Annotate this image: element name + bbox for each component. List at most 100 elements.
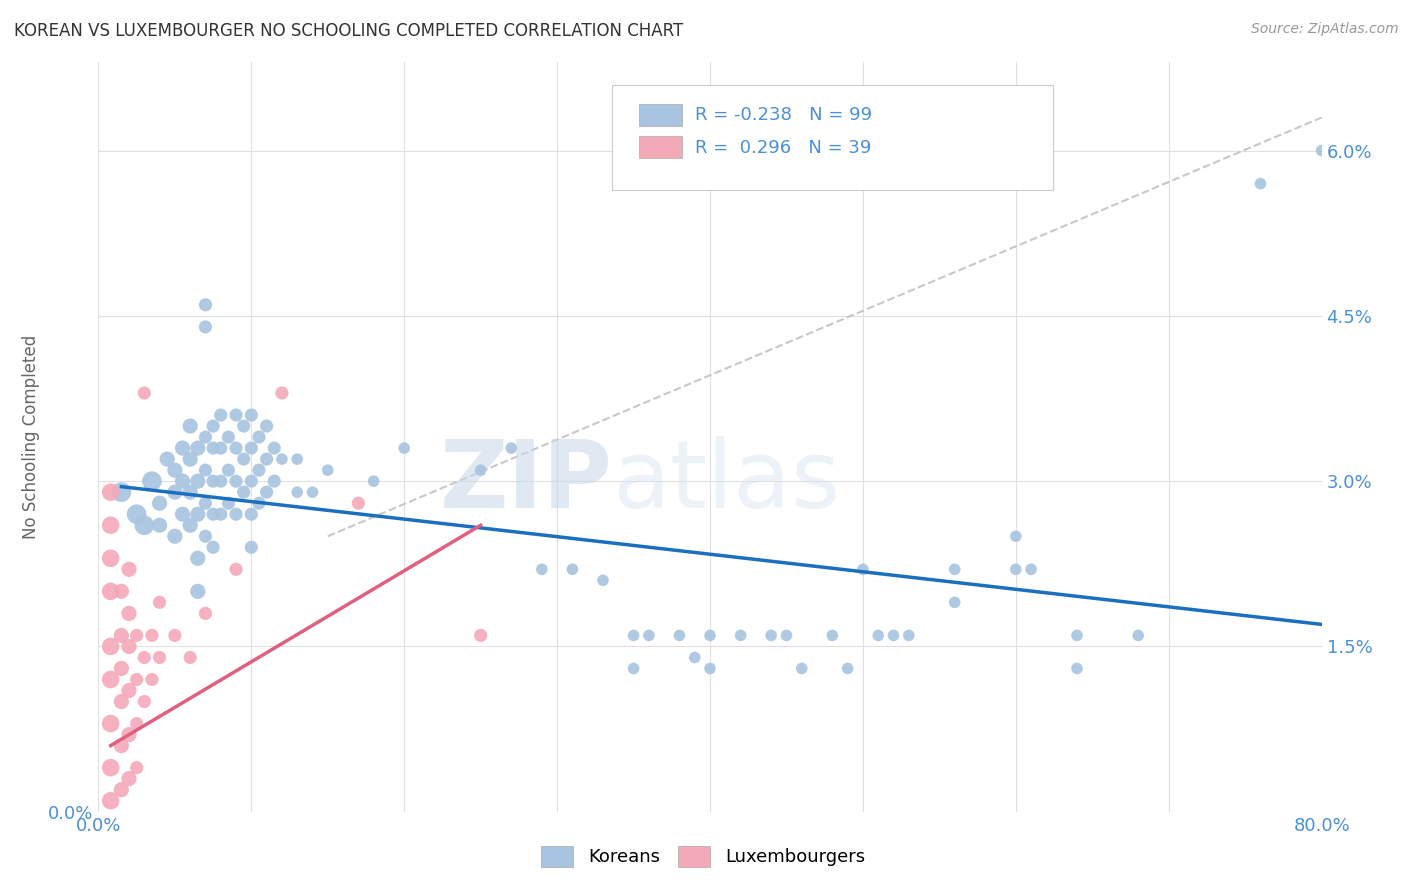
Point bbox=[194, 607, 217, 621]
Point bbox=[209, 441, 232, 455]
Point bbox=[163, 485, 186, 500]
Point bbox=[134, 694, 156, 708]
Point bbox=[316, 463, 339, 477]
Point bbox=[347, 496, 370, 510]
Point bbox=[217, 430, 239, 444]
FancyBboxPatch shape bbox=[640, 136, 682, 159]
Point bbox=[125, 673, 148, 687]
Point bbox=[118, 562, 141, 576]
Point bbox=[163, 628, 186, 642]
Point bbox=[110, 661, 132, 675]
Point bbox=[668, 628, 690, 642]
Point bbox=[141, 628, 163, 642]
Point bbox=[172, 441, 194, 455]
Point bbox=[172, 507, 194, 521]
Point bbox=[187, 551, 209, 566]
Point bbox=[530, 562, 553, 576]
Point bbox=[110, 782, 132, 797]
Point bbox=[141, 673, 163, 687]
Point bbox=[868, 628, 890, 642]
Point bbox=[118, 772, 141, 786]
Point bbox=[1249, 177, 1271, 191]
Point bbox=[623, 661, 645, 675]
Point bbox=[100, 640, 122, 654]
Point bbox=[100, 485, 122, 500]
Point bbox=[247, 496, 270, 510]
Point bbox=[194, 430, 217, 444]
Point bbox=[100, 518, 122, 533]
FancyBboxPatch shape bbox=[612, 85, 1053, 190]
Point bbox=[837, 661, 859, 675]
Point bbox=[256, 452, 278, 467]
Point bbox=[118, 640, 141, 654]
Point bbox=[821, 628, 844, 642]
Point bbox=[240, 507, 263, 521]
Point bbox=[943, 595, 966, 609]
Point bbox=[225, 474, 247, 488]
Point bbox=[100, 716, 122, 731]
Point bbox=[156, 452, 179, 467]
Point bbox=[202, 441, 225, 455]
Point bbox=[149, 496, 172, 510]
Point bbox=[1310, 144, 1333, 158]
Point bbox=[225, 408, 247, 422]
Point bbox=[194, 529, 217, 543]
Point bbox=[225, 562, 247, 576]
Point bbox=[179, 518, 201, 533]
Point bbox=[194, 496, 217, 510]
Text: R =  0.296   N = 39: R = 0.296 N = 39 bbox=[696, 139, 872, 157]
Point bbox=[110, 694, 132, 708]
Point bbox=[225, 441, 247, 455]
Point bbox=[699, 628, 721, 642]
Point bbox=[118, 683, 141, 698]
Point bbox=[852, 562, 875, 576]
Point bbox=[363, 474, 385, 488]
Point bbox=[125, 761, 148, 775]
Point bbox=[217, 463, 239, 477]
Point bbox=[209, 408, 232, 422]
Point bbox=[263, 441, 285, 455]
Point bbox=[470, 463, 492, 477]
Point bbox=[240, 541, 263, 555]
Point bbox=[134, 386, 156, 401]
Point bbox=[187, 507, 209, 521]
Point bbox=[232, 419, 254, 434]
Point bbox=[118, 728, 141, 742]
Point bbox=[187, 441, 209, 455]
Point bbox=[637, 628, 661, 642]
Point bbox=[194, 319, 217, 334]
Point bbox=[759, 628, 782, 642]
Point bbox=[775, 628, 797, 642]
Point bbox=[179, 485, 201, 500]
Point bbox=[179, 452, 201, 467]
Point bbox=[202, 507, 225, 521]
Point bbox=[247, 463, 270, 477]
Point bbox=[149, 518, 172, 533]
Legend: Koreans, Luxembourgers: Koreans, Luxembourgers bbox=[534, 838, 872, 874]
Point bbox=[202, 419, 225, 434]
Point bbox=[225, 507, 247, 521]
Point bbox=[100, 794, 122, 808]
Point bbox=[179, 419, 201, 434]
Point bbox=[392, 441, 416, 455]
Point bbox=[270, 452, 292, 467]
Point bbox=[1066, 628, 1088, 642]
Point bbox=[163, 529, 186, 543]
Point bbox=[592, 574, 614, 588]
Point bbox=[110, 628, 132, 642]
Point bbox=[149, 650, 172, 665]
Point bbox=[285, 452, 308, 467]
Text: R = -0.238   N = 99: R = -0.238 N = 99 bbox=[696, 106, 873, 124]
Point bbox=[125, 507, 148, 521]
Point bbox=[118, 607, 141, 621]
Point bbox=[125, 716, 148, 731]
Point bbox=[897, 628, 920, 642]
Point bbox=[683, 650, 706, 665]
Point bbox=[1004, 529, 1026, 543]
Point bbox=[134, 518, 156, 533]
Point bbox=[100, 584, 122, 599]
Point bbox=[943, 562, 966, 576]
Point bbox=[100, 673, 122, 687]
Text: KOREAN VS LUXEMBOURGER NO SCHOOLING COMPLETED CORRELATION CHART: KOREAN VS LUXEMBOURGER NO SCHOOLING COMP… bbox=[14, 22, 683, 40]
Point bbox=[240, 441, 263, 455]
